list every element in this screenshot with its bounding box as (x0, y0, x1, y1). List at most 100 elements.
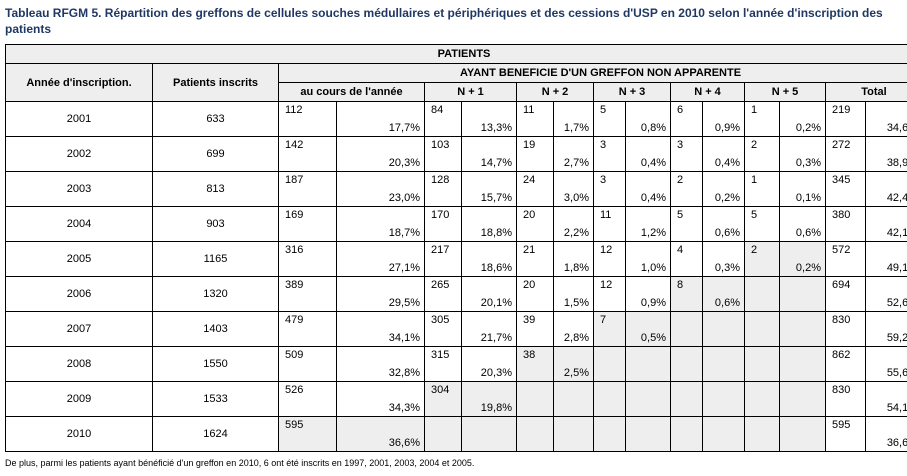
count-cell: 3 (670, 136, 703, 172)
count-cell: 380 (825, 206, 866, 242)
percent-cell: 0,6% (702, 206, 745, 242)
count-cell: 526 (278, 381, 337, 417)
count-cell: 38 (516, 346, 554, 382)
percent-cell: 49,1% (864, 241, 907, 277)
empty-cell (702, 346, 745, 382)
count-cell: 21 (516, 241, 554, 277)
empty-cell (625, 416, 671, 452)
percent-cell: 20,3% (461, 346, 517, 382)
patients-header: PATIENTS (4, 44, 907, 64)
count-cell: 4 (670, 241, 703, 277)
count-cell: 305 (424, 311, 462, 347)
percent-cell: 20,3% (336, 136, 425, 172)
percent-cell: 34,3% (336, 381, 425, 417)
percent-cell: 0,2% (779, 241, 826, 277)
percent-cell: 2,5% (553, 346, 594, 382)
count-cell: 479 (278, 311, 337, 347)
percent-cell: 0,4% (625, 136, 671, 172)
empty-cell (670, 381, 703, 417)
percent-cell: 21,7% (461, 311, 517, 347)
empty-cell (625, 346, 671, 382)
inscrits-cell: 903 (152, 206, 279, 242)
col-header-n5: N + 5 (744, 82, 826, 102)
count-cell: 6 (670, 101, 703, 137)
count-cell: 265 (424, 276, 462, 312)
inscrits-cell: 633 (152, 101, 279, 137)
percent-cell: 0,3% (702, 241, 745, 277)
year-cell: 2004 (5, 206, 153, 242)
empty-cell (744, 416, 780, 452)
count-cell: 3 (593, 136, 626, 172)
percent-cell: 0,3% (779, 136, 826, 172)
count-cell: 694 (825, 276, 866, 312)
table-body: 2001 633 112 17,7% 84 13,3% 11 1,7% 5 0,8% 6 0,9% 1 0… (5, 101, 907, 452)
count-cell: 187 (278, 171, 337, 207)
percent-cell: 42,1% (864, 206, 907, 242)
count-cell: 20 (516, 276, 554, 312)
count-cell: 5 (744, 206, 780, 242)
percent-cell: 2,7% (553, 136, 594, 172)
percent-cell: 1,2% (625, 206, 671, 242)
percent-cell: 14,7% (461, 136, 517, 172)
count-cell: 3 (593, 171, 626, 207)
empty-cell (553, 381, 594, 417)
annee-header: Année d'inscription. (5, 63, 153, 102)
percent-cell: 17,7% (336, 101, 425, 137)
percent-cell: 2,2% (553, 206, 594, 242)
table-row: 2005 1165 316 27,1% 217 18,6% 21 1,8% 12 1,0% 4 0,3… (5, 241, 907, 277)
inscrits-cell: 1550 (152, 346, 279, 382)
count-cell: 128 (424, 171, 462, 207)
count-cell: 103 (424, 136, 462, 172)
count-cell: 595 (278, 416, 337, 452)
count-cell: 572 (825, 241, 866, 277)
year-cell: 2001 (5, 101, 153, 137)
percent-cell: 54,1% (864, 381, 907, 417)
count-cell: 2 (744, 136, 780, 172)
year-cell: 2002 (5, 136, 153, 172)
inscrits-cell: 1624 (152, 416, 279, 452)
empty-cell (593, 416, 626, 452)
year-cell: 2008 (5, 346, 153, 382)
count-cell: 389 (278, 276, 337, 312)
empty-cell (670, 311, 703, 347)
percent-cell: 2,8% (553, 311, 594, 347)
col-header-n4: N + 4 (670, 82, 745, 102)
inscrits-cell: 1533 (152, 381, 279, 417)
empty-cell (625, 381, 671, 417)
count-cell: 217 (424, 241, 462, 277)
percent-cell: 13,3% (461, 101, 517, 137)
percent-cell: 27,1% (336, 241, 425, 277)
count-cell: 509 (278, 346, 337, 382)
col-header-total: Total (824, 82, 907, 102)
count-cell: 12 (593, 276, 626, 312)
table-row: 2002 699 142 20,3% 103 14,7% 19 2,7% 3 0,4% 3 0,4% 2… (5, 136, 907, 172)
table-row: 2007 1403 479 34,1% 305 21,7% 39 2,8% 7 0,5% 830 59… (5, 311, 907, 347)
table-row: 2006 1320 389 29,5% 265 20,1% 20 1,5% 12 0,9% 8 0,6… (5, 276, 907, 312)
percent-cell: 36,6% (864, 416, 907, 452)
inscrits-cell: 699 (152, 136, 279, 172)
count-cell: 345 (825, 171, 866, 207)
count-cell: 39 (516, 311, 554, 347)
percent-cell: 0,5% (625, 311, 671, 347)
count-cell: 315 (424, 346, 462, 382)
empty-cell (593, 346, 626, 382)
footnote: De plus, parmi les patients ayant bénéfi… (5, 458, 475, 468)
percent-cell: 1,0% (625, 241, 671, 277)
percent-cell: 1,5% (553, 276, 594, 312)
percent-cell: 0,6% (702, 276, 745, 312)
col-header-n1: N + 1 (424, 82, 517, 102)
inscrits-cell: 1403 (152, 311, 279, 347)
year-cell: 2005 (5, 241, 153, 277)
inscrits-cell: 1165 (152, 241, 279, 277)
year-cell: 2010 (5, 416, 153, 452)
percent-cell: 0,4% (625, 171, 671, 207)
count-cell: 5 (670, 206, 703, 242)
transplant-table: PATIENTS Année d'inscription. Patients i… (4, 44, 907, 452)
inscrits-header: Patients inscrits (152, 63, 279, 102)
year-cell: 2006 (5, 276, 153, 312)
count-cell: 112 (278, 101, 337, 137)
empty-cell (779, 311, 826, 347)
percent-cell: 59,2% (864, 311, 907, 347)
percent-cell: 32,8% (336, 346, 425, 382)
